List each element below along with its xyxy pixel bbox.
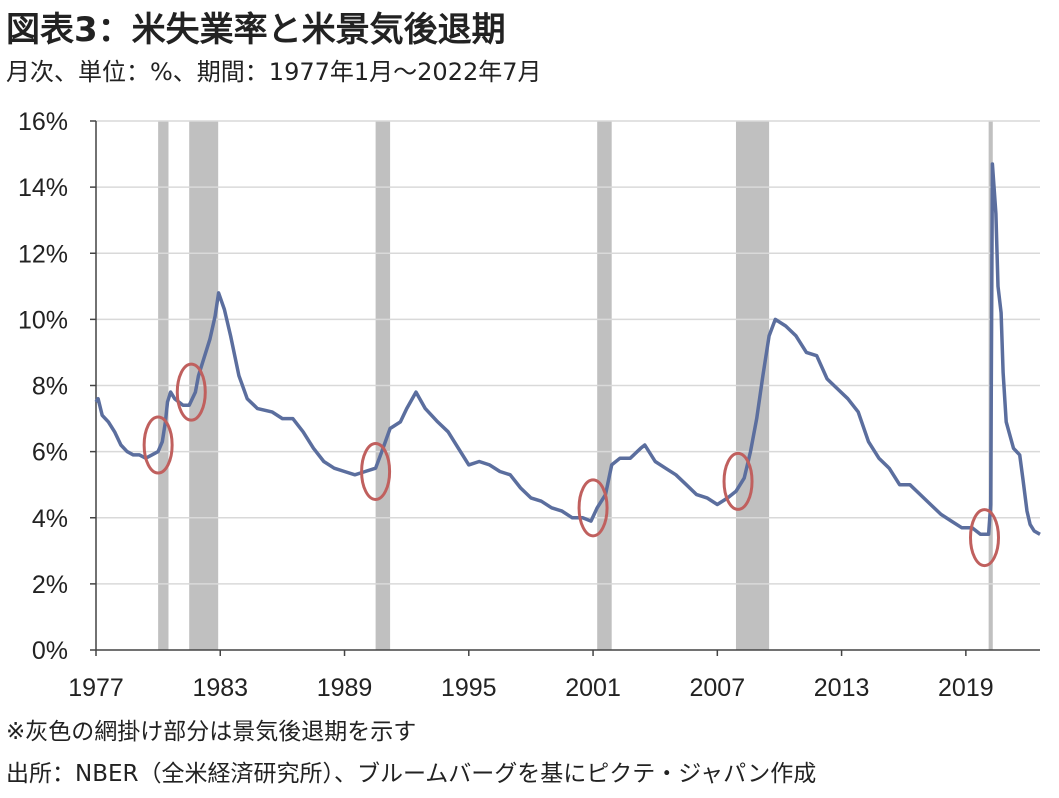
y-tick-label: 16%: [18, 108, 68, 136]
source-note: 出所：NBER（全米経済研究所）、ブルームバーグを基にピクテ・ジャパン作成: [6, 761, 817, 787]
gridlines: [90, 120, 1040, 651]
recession-start-circle: [968, 508, 1000, 568]
y-tick-label: 12%: [18, 240, 68, 268]
footnote: ※灰色の網掛け部分は景気後退期を示す: [6, 719, 417, 745]
x-tick-label: 1977: [68, 674, 124, 702]
axes: [95, 121, 1040, 656]
x-tick-label: 2019: [938, 674, 994, 702]
x-tick-labels: 1977 1983 1989 1995 2001 2007 2013 2019: [68, 674, 993, 702]
y-tick-label: 8%: [32, 373, 68, 401]
y-tick-label: 2%: [32, 571, 68, 599]
recession-start-circle: [142, 415, 174, 475]
recession-start-circle: [722, 451, 754, 511]
recession-start-circles: [142, 362, 1000, 568]
x-tick-label: 1983: [192, 674, 248, 702]
x-tick-label: 1989: [317, 674, 373, 702]
y-tick-label: 4%: [32, 505, 68, 533]
y-tick-labels: 0% 2% 4% 6% 8% 10% 12% 14% 16%: [18, 108, 68, 665]
x-tick-label: 1995: [441, 674, 497, 702]
y-tick-label: 10%: [18, 306, 68, 334]
y-tick-label: 6%: [32, 439, 68, 467]
recession-start-circle: [360, 441, 392, 501]
y-tick-label: 0%: [32, 637, 68, 665]
x-tick-label: 2013: [814, 674, 870, 702]
unemployment-rate-line: [94, 162, 1041, 537]
recession-start-circle: [577, 478, 609, 538]
x-tick-label: 2001: [565, 674, 621, 702]
chart-title: 図表3：米失業率と米景気後退期: [6, 10, 506, 50]
y-tick-label: 14%: [18, 174, 68, 202]
x-tick-label: 2007: [690, 674, 746, 702]
chart-subtitle: 月次、単位：%、期間：1977年1月～2022年7月: [6, 58, 542, 86]
series-lines: [94, 162, 1041, 537]
recession-start-circle: [175, 362, 207, 422]
